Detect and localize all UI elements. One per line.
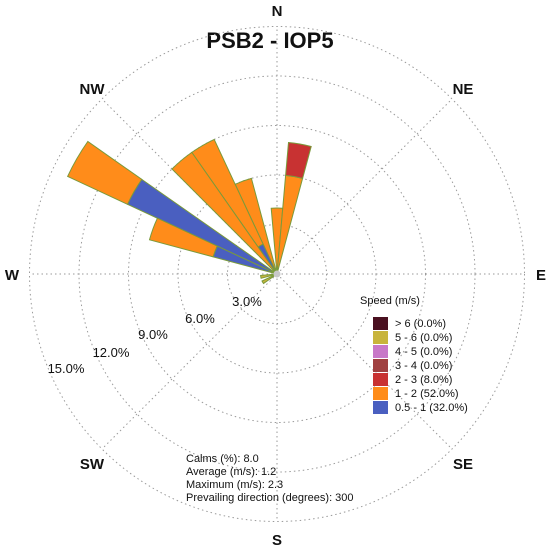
- legend-label: 0.5 - 1 (32.0%): [395, 402, 468, 414]
- ring-label-3: 3.0%: [232, 294, 262, 309]
- dir-label-se: SE: [453, 456, 473, 473]
- stat-calms: Calms (%): 8.0: [186, 453, 259, 465]
- legend-swatch: [373, 359, 388, 372]
- sector-band: [191, 138, 264, 248]
- legend-label: 4 - 5 (0.0%): [395, 346, 452, 358]
- stats-block: Calms (%): 8.0 Average (m/s): 1.2 Maximu…: [186, 453, 354, 504]
- sector-band: [260, 273, 278, 279]
- legend-label: 1 - 2 (52.0%): [395, 388, 459, 400]
- grid-spoke: [276, 273, 453, 450]
- dir-label-ne: NE: [453, 81, 474, 98]
- stat-average: Average (m/s): 1.2: [186, 466, 276, 478]
- grid-spoke: [276, 98, 453, 275]
- legend-label: 3 - 4 (0.0%): [395, 360, 452, 372]
- ring-label-15: 15.0%: [48, 361, 85, 376]
- legend-title: Speed (m/s): [360, 295, 420, 307]
- sector-band: [148, 217, 218, 258]
- legend-swatch: [373, 317, 388, 330]
- grid-spoke: [101, 273, 278, 450]
- dir-label-nw: NW: [80, 81, 106, 98]
- sector-band: [66, 140, 143, 205]
- ring-label-9: 9.0%: [138, 327, 168, 342]
- stat-maximum: Maximum (m/s): 2.3: [186, 479, 283, 491]
- sector-band: [261, 273, 278, 285]
- grid-ring: [29, 26, 525, 522]
- legend-swatch: [373, 401, 388, 414]
- dir-label-s: S: [272, 532, 282, 549]
- sector-band: [285, 141, 312, 180]
- legend-swatch: [373, 331, 388, 344]
- ring-label-12: 12.0%: [93, 345, 130, 360]
- wind-sectors: [66, 138, 312, 285]
- legend: Speed (m/s) > 6 (0.0%) 5 - 6 (0.0%) 4 - 5 …: [360, 295, 468, 414]
- dir-label-w: W: [5, 267, 20, 284]
- legend-label: 5 - 6 (0.0%): [395, 332, 452, 344]
- legend-swatch: [373, 387, 388, 400]
- center-marker: [273, 270, 281, 278]
- legend-label: 2 - 3 (8.0%): [395, 374, 452, 386]
- sector-band: [171, 151, 278, 275]
- legend-swatch: [373, 345, 388, 358]
- dir-label-n: N: [272, 3, 283, 20]
- chart-title: PSB2 - IOP5: [206, 28, 333, 53]
- dir-label-sw: SW: [80, 456, 105, 473]
- stat-prevailing: Prevailing direction (degrees): 300: [186, 492, 354, 504]
- legend-label: > 6 (0.0%): [395, 318, 446, 330]
- ring-label-6: 6.0%: [185, 311, 215, 326]
- dir-label-e: E: [536, 267, 546, 284]
- sector-band: [276, 174, 304, 275]
- legend-swatch: [373, 373, 388, 386]
